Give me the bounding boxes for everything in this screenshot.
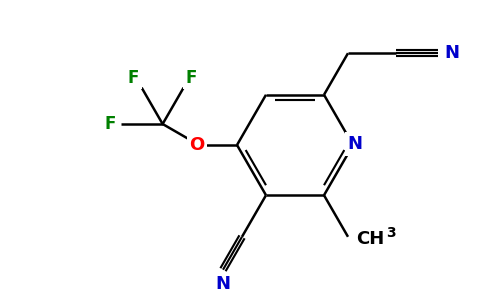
Text: F: F [186, 69, 197, 87]
Text: N: N [444, 44, 459, 62]
Text: O: O [189, 136, 205, 154]
Text: N: N [215, 275, 230, 293]
Text: 3: 3 [386, 226, 395, 240]
Text: F: F [105, 115, 116, 133]
Text: CH: CH [356, 230, 384, 248]
Text: F: F [128, 69, 139, 87]
Text: N: N [348, 135, 363, 153]
